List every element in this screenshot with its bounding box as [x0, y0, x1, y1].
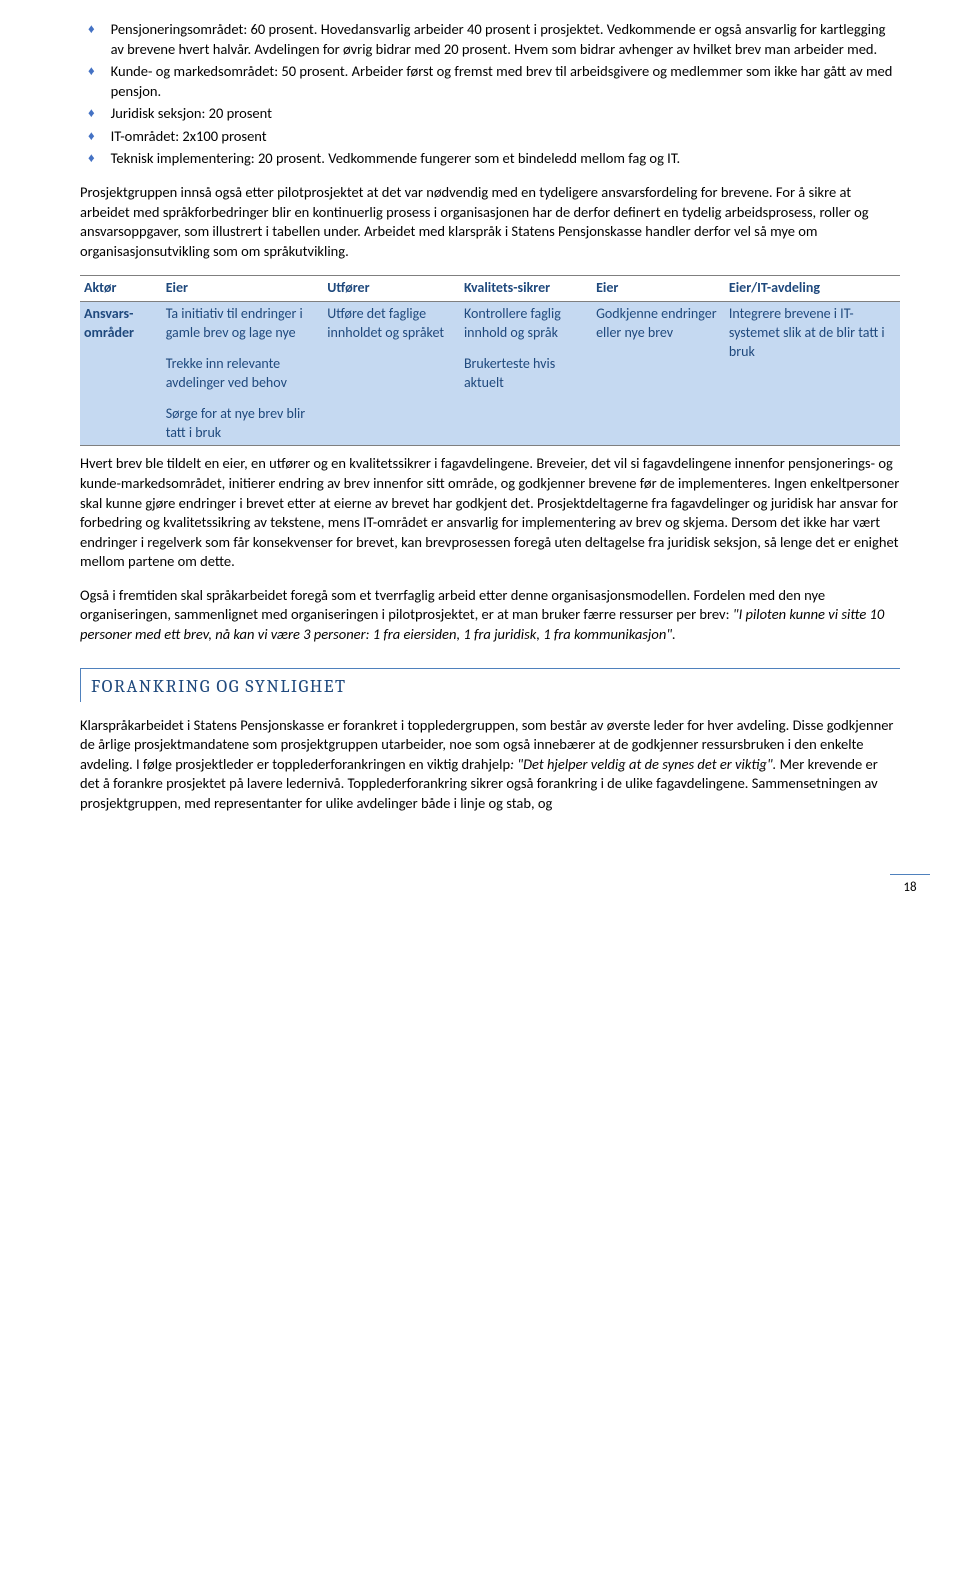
header-cell: Aktør — [80, 276, 162, 302]
table-cell: Kontrollere faglig innhold og språk Bruk… — [460, 302, 592, 446]
page-number: 18 — [890, 874, 930, 897]
section-heading: FORANKRING OG SYNLIGHET — [80, 668, 900, 701]
list-item: ♦ IT-området: 2x100 prosent — [80, 127, 900, 147]
diamond-icon: ♦ — [88, 105, 95, 123]
header-cell: Eier — [162, 276, 324, 302]
diamond-icon: ♦ — [88, 21, 95, 39]
bullet-text: Kunde- og markedsområdet: 50 prosent. Ar… — [111, 62, 900, 101]
row-label-cell: Ansvars-områder — [80, 302, 162, 446]
paragraph-text: Også i fremtiden skal språkarbeidet fore… — [80, 586, 825, 624]
bullet-text: Juridisk seksjon: 20 prosent — [111, 104, 900, 124]
paragraph: Også i fremtiden skal språkarbeidet fore… — [80, 586, 900, 645]
cell-text: Ta initiativ til endringer i gamle brev … — [166, 305, 318, 343]
paragraph: Hvert brev ble tildelt en eier, en utfør… — [80, 454, 900, 571]
cell-text: Trekke inn relevante avdelinger ved beho… — [166, 355, 318, 393]
paragraph: Prosjektgruppen innså også etter pilotpr… — [80, 183, 900, 261]
bullet-text: Pensjoneringsområdet: 60 prosent. Hoveda… — [111, 20, 900, 59]
diamond-icon: ♦ — [88, 150, 95, 168]
bullet-list: ♦ Pensjoneringsområdet: 60 prosent. Hove… — [80, 20, 900, 169]
list-item: ♦ Teknisk implementering: 20 prosent. Ve… — [80, 149, 900, 169]
header-cell: Eier — [592, 276, 725, 302]
header-cell: Eier/IT-avdeling — [725, 276, 900, 302]
diamond-icon: ♦ — [88, 128, 95, 146]
diamond-icon: ♦ — [88, 63, 95, 81]
responsibility-table: Aktør Eier Utfører Kvalitets-sikrer Eier… — [80, 275, 900, 446]
paragraph: Klarspråkarbeidet i Statens Pensjonskass… — [80, 716, 900, 814]
header-cell: Kvalitets-sikrer — [460, 276, 592, 302]
table-header-row: Aktør Eier Utfører Kvalitets-sikrer Eier… — [80, 276, 900, 302]
table-cell: Ta initiativ til endringer i gamle brev … — [162, 302, 324, 446]
cell-text: Brukerteste hvis aktuelt — [464, 355, 586, 393]
quote-text: : "Det hjelper veldig at de synes det er… — [510, 755, 780, 773]
table-cell: Utføre det faglige innholdet og språket — [323, 302, 460, 446]
header-cell: Utfører — [323, 276, 460, 302]
list-item: ♦ Juridisk seksjon: 20 prosent — [80, 104, 900, 124]
table-row: Ansvars-områder Ta initiativ til endring… — [80, 302, 900, 446]
list-item: ♦ Kunde- og markedsområdet: 50 prosent. … — [80, 62, 900, 101]
bullet-text: IT-området: 2x100 prosent — [111, 127, 900, 147]
table-cell: Integrere brevene i IT-systemet slik at … — [725, 302, 900, 446]
cell-text: Sørge for at nye brev blir tatt i bruk — [166, 405, 318, 443]
table-cell: Godkjenne endringer eller nye brev — [592, 302, 725, 446]
cell-text: Kontrollere faglig innhold og språk — [464, 305, 586, 343]
bullet-text: Teknisk implementering: 20 prosent. Vedk… — [111, 149, 900, 169]
list-item: ♦ Pensjoneringsområdet: 60 prosent. Hove… — [80, 20, 900, 59]
